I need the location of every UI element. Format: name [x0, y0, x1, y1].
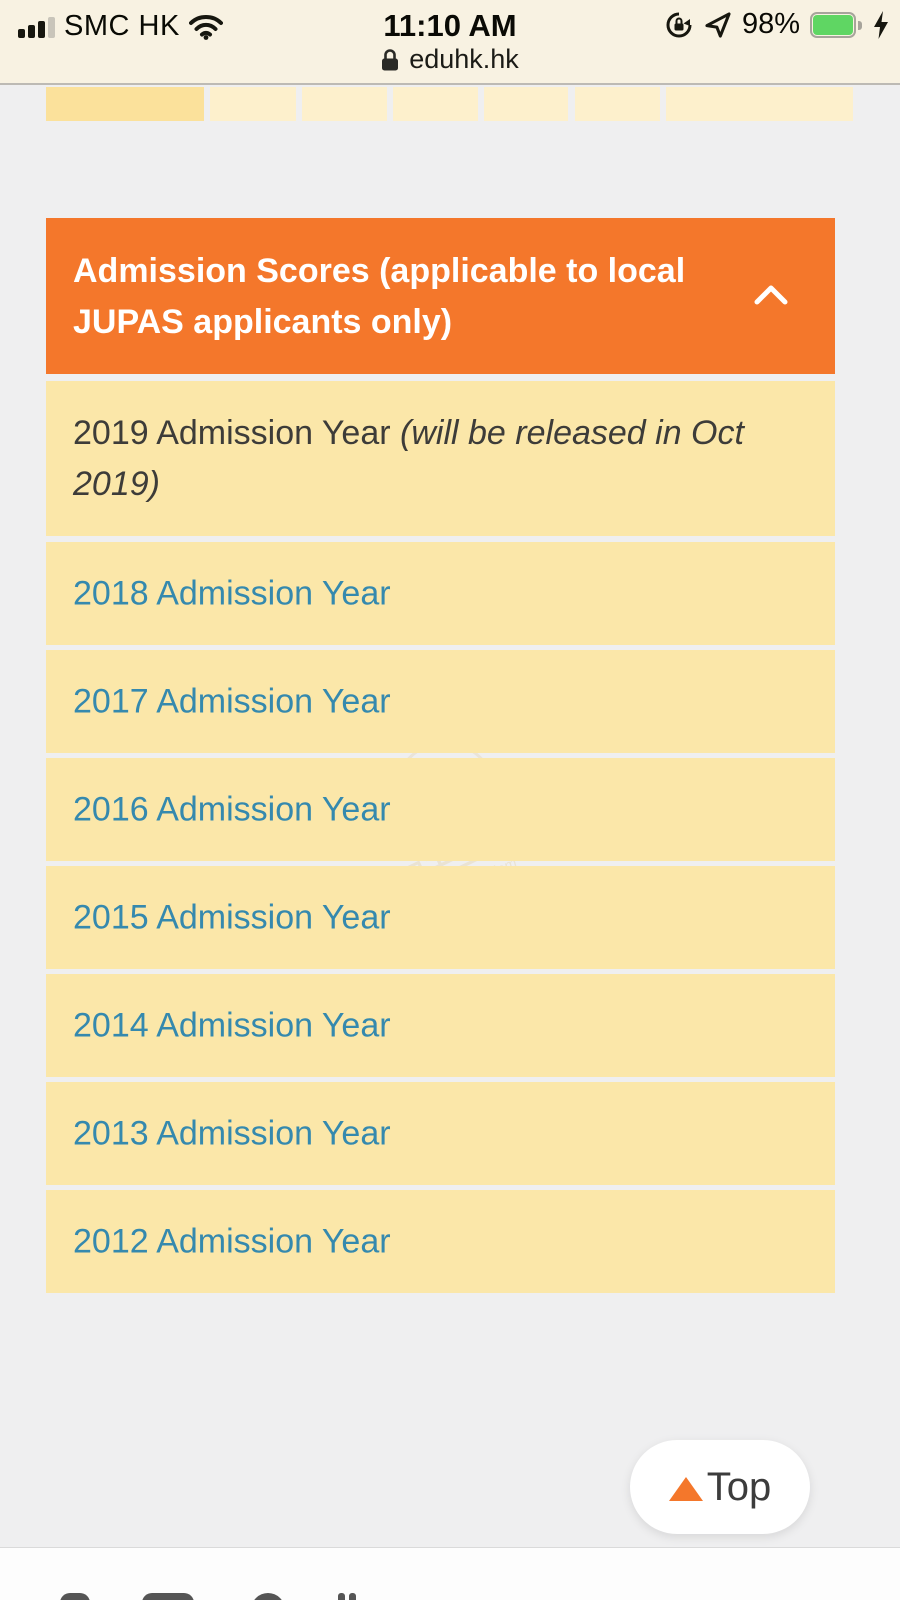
battery-percent-label: 98%: [741, 8, 800, 40]
partial-tab[interactable]: [210, 87, 296, 121]
location-arrow-icon: [705, 11, 731, 38]
youtube-icon[interactable]: [142, 1593, 194, 1600]
item-link-label[interactable]: 2017 Admission Year: [73, 682, 391, 720]
list-item-2017[interactable]: 2017 Admission Year: [46, 650, 835, 753]
battery-icon: [810, 11, 862, 38]
orientation-lock-icon: [666, 12, 692, 37]
partial-tab[interactable]: [302, 87, 387, 121]
back-to-top-label: Top: [706, 1464, 772, 1509]
list-item-2016[interactable]: 2016 Admission Year: [46, 758, 835, 861]
list-item-2013[interactable]: 2013 Admission Year: [46, 1082, 835, 1185]
list-item-2018[interactable]: 2018 Admission Year: [46, 542, 835, 645]
facebook-icon[interactable]: [60, 1593, 90, 1600]
chevron-up-icon: [754, 285, 788, 305]
item-link-label[interactable]: 2012 Admission Year: [73, 1222, 391, 1260]
partial-tab-active[interactable]: [46, 87, 204, 121]
partial-tab[interactable]: [666, 87, 853, 121]
browser-chrome: SMC HK 11:10 AM 98%: [0, 0, 900, 85]
list-item-2015[interactable]: 2015 Admission Year: [46, 866, 835, 969]
item-label: 2019 Admission Year: [73, 413, 401, 452]
page-footer-partial: [0, 1547, 900, 1600]
item-link-label[interactable]: 2018 Admission Year: [73, 574, 391, 612]
item-note: (will be released in Oct 2019): [73, 413, 744, 503]
back-to-top-button[interactable]: Top: [630, 1440, 810, 1534]
wifi-icon: [188, 14, 223, 40]
item-link-label[interactable]: 2013 Admission Year: [73, 1114, 391, 1152]
triangle-up-icon: [668, 1477, 703, 1501]
share-icon[interactable]: [338, 1593, 345, 1600]
list-item-2019: 2019 Admission Year (will be released in…: [46, 381, 835, 536]
partial-tab[interactable]: [393, 87, 478, 121]
lock-icon: [382, 48, 399, 70]
carrier-label: SMC HK: [64, 10, 180, 42]
charging-bolt-icon: [874, 10, 888, 39]
partial-tab[interactable]: [575, 87, 660, 121]
tab-strip-partial: [0, 87, 900, 121]
status-bar: SMC HK 11:10 AM 98%: [0, 6, 900, 44]
item-link-label[interactable]: 2014 Admission Year: [73, 1006, 391, 1044]
accordion-header-label: Admission Scores (applicable to local JU…: [73, 252, 686, 341]
share-icon[interactable]: [349, 1593, 356, 1600]
clock-label: 11:10 AM: [383, 8, 517, 43]
list-item-2012[interactable]: 2012 Admission Year: [46, 1190, 835, 1293]
item-link-label[interactable]: 2016 Admission Year: [73, 790, 391, 828]
instagram-icon[interactable]: [251, 1593, 285, 1600]
url-bar[interactable]: eduhk.hk: [0, 44, 900, 77]
url-domain-label: eduhk.hk: [409, 44, 519, 74]
list-item-2014[interactable]: 2014 Admission Year: [46, 974, 835, 1077]
item-link-label[interactable]: 2015 Admission Year: [73, 898, 391, 936]
partial-tab[interactable]: [484, 87, 568, 121]
accordion-header-admission-scores[interactable]: Admission Scores (applicable to local JU…: [46, 218, 835, 374]
signal-strength-icon: [18, 16, 55, 38]
